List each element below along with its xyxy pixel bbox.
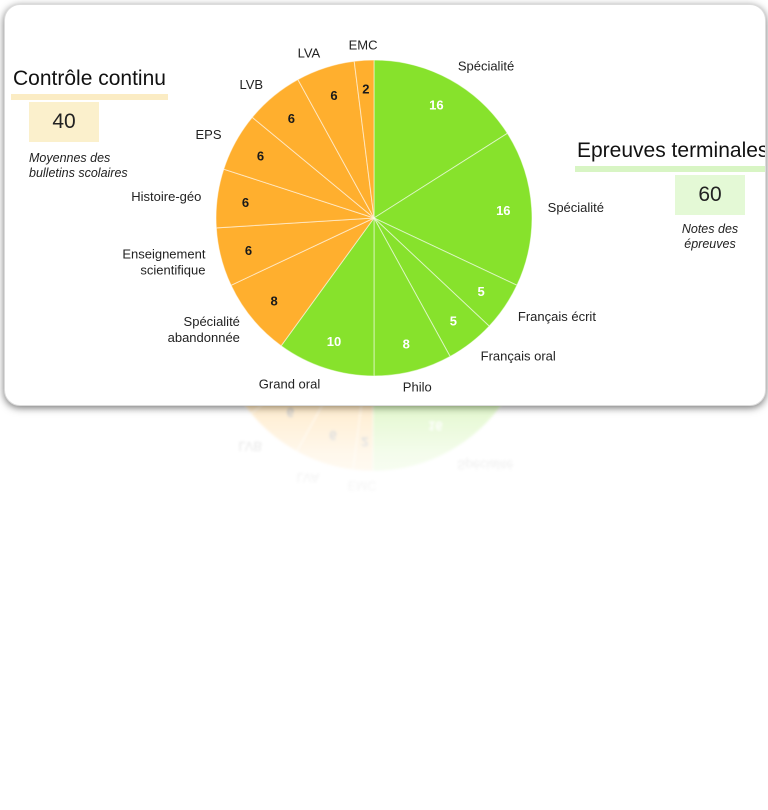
pie-category-label-0: Spécialité bbox=[457, 457, 513, 472]
pie-value-label-6: 8 bbox=[271, 294, 278, 309]
pie-value-label-9: 6 bbox=[257, 149, 264, 164]
pie-value-label-1: 16 bbox=[496, 203, 510, 218]
pie-chart: 16 Spécialité 16 Spécialité 5 Français écrit 5… bbox=[122, 37, 604, 395]
pie-category-label-12: EMC bbox=[349, 37, 378, 52]
pie-category-label-9: EPS bbox=[196, 127, 222, 142]
controle-continu-title: Contrôle continu bbox=[11, 67, 168, 100]
pie-value-label-10: 6 bbox=[288, 111, 295, 126]
pie-value-label-11: 6 bbox=[330, 88, 337, 103]
pie-category-label-10: LVB bbox=[239, 77, 263, 92]
epreuves-terminales-title: Epreuves terminales bbox=[575, 139, 765, 172]
pie-slice-10 bbox=[250, 406, 374, 453]
pie-slice-0 bbox=[373, 59, 509, 219]
pie-category-label-2: Français écrit bbox=[518, 309, 596, 324]
controle-continu-caption-line2: bulletins scolaires bbox=[29, 166, 128, 180]
pie-category-label-0: Spécialité bbox=[458, 59, 514, 74]
epreuves-terminales-caption-line2: épreuves bbox=[684, 237, 736, 251]
pie-value-label-4: 8 bbox=[403, 336, 410, 351]
pie-value-label-8: 6 bbox=[242, 195, 249, 210]
pie-slice-11 bbox=[296, 406, 374, 471]
pie-value-label-12: 2 bbox=[362, 82, 369, 97]
pie-category-label-6: Spécialité abandonnée bbox=[168, 314, 240, 345]
pie-category-label-7: Enseignement scientifique bbox=[122, 246, 205, 277]
pie-value-label-3: 5 bbox=[450, 313, 457, 328]
pie-slice-0 bbox=[372, 406, 508, 472]
pie-value-label-2: 5 bbox=[478, 284, 485, 299]
pie-category-label-3: Français oral bbox=[481, 348, 556, 363]
pie-value-label-11: 6 bbox=[329, 428, 336, 443]
pie-value-label-0: 16 bbox=[428, 419, 442, 434]
epreuves-terminales-caption: Notes des épreuves bbox=[665, 222, 755, 252]
controle-continu-caption: Moyennes des bulletins scolaires bbox=[29, 151, 169, 181]
pie-slice-12 bbox=[353, 59, 375, 219]
controle-continu-caption-line1: Moyennes des bbox=[29, 151, 111, 165]
epreuves-terminales-caption-line1: Notes des bbox=[681, 222, 739, 236]
epreuves-terminales-score: 60 bbox=[675, 175, 745, 215]
chart-card: Contrôle continu 40 Moyennes des bulleti… bbox=[4, 4, 766, 406]
pie-value-label-0: 16 bbox=[429, 97, 443, 112]
pie-category-label-10: LVB bbox=[238, 439, 262, 454]
pie-slice-12 bbox=[352, 406, 374, 472]
pie-value-label-7: 6 bbox=[245, 243, 252, 258]
pie-value-label-10: 6 bbox=[287, 406, 294, 420]
pie-value-label-12: 2 bbox=[361, 434, 368, 449]
pie-category-label-11: LVA bbox=[297, 470, 320, 485]
pie-category-label-12: EMC bbox=[348, 479, 377, 494]
pie-category-label-5: Grand oral bbox=[259, 376, 321, 391]
pie-category-label-11: LVA bbox=[298, 46, 321, 61]
pie-slice-1 bbox=[372, 132, 533, 286]
pie-slice-5 bbox=[280, 216, 375, 377]
pie-value-label-5: 10 bbox=[327, 334, 341, 349]
pie-category-label-1: Spécialité bbox=[548, 200, 604, 215]
pie-slice-9 bbox=[222, 406, 374, 415]
controle-continu-score: 40 bbox=[29, 102, 99, 142]
pie-category-label-8: Histoire-géo bbox=[131, 189, 201, 204]
pie-category-label-4: Philo bbox=[403, 380, 432, 395]
